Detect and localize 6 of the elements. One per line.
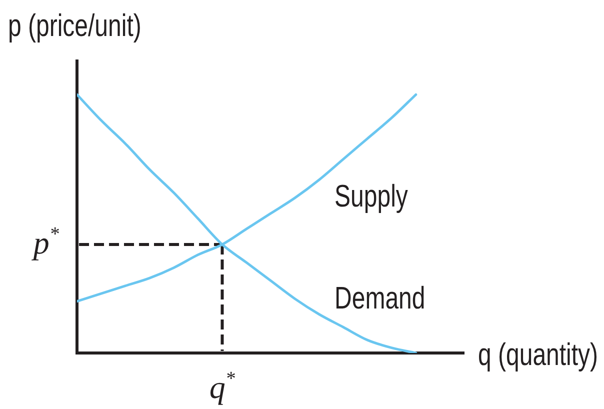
series-label: Supply	[334, 178, 408, 214]
y-axis-title: p (price/unit)	[8, 8, 142, 43]
ref-line-label: p*	[31, 224, 60, 260]
series-label: Demand	[334, 280, 426, 316]
x-axis-title: q (quantity)	[478, 336, 598, 372]
text: q*	[209, 368, 236, 405]
